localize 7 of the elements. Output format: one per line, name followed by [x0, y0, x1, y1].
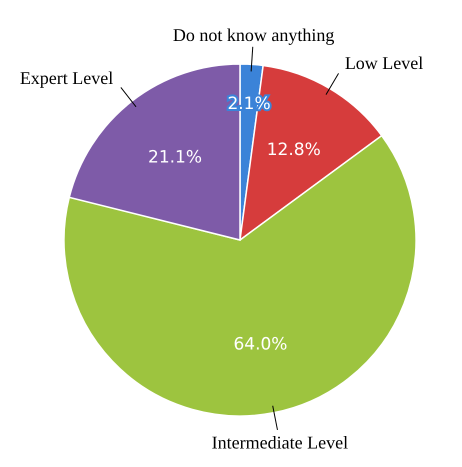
slice-label: Do not know anything — [172, 24, 334, 45]
slice-label: Expert Level — [20, 68, 114, 88]
data-label: 12.8% — [266, 140, 321, 160]
slice-label: Intermediate Level — [212, 432, 348, 452]
slice-label: Low Level — [344, 53, 424, 74]
data-label: 21.1% — [148, 148, 202, 168]
data-label: 64.0% — [233, 334, 288, 355]
